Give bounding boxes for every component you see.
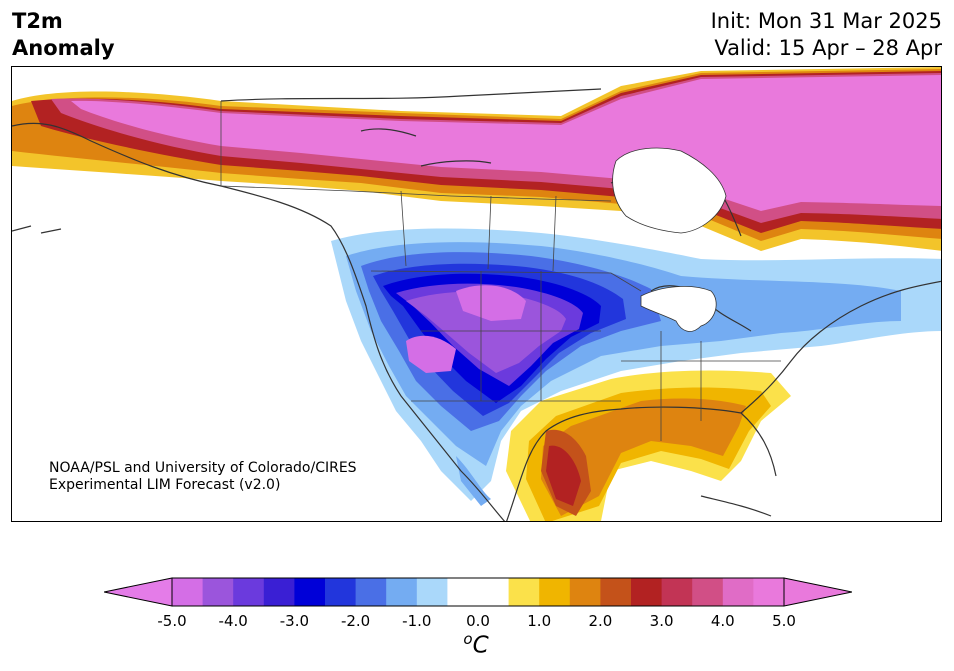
credit-line-1: NOAA/PSL and University of Colorado/CIRE… bbox=[49, 460, 357, 476]
map-title: T2m Anomaly bbox=[12, 8, 115, 62]
colorbar-segment bbox=[172, 578, 204, 606]
colorbar-segment bbox=[263, 578, 295, 606]
colorbar-tick-label: -4.0 bbox=[218, 612, 248, 630]
colorbar-segment bbox=[294, 578, 326, 606]
colorbar-tick-label: 5.0 bbox=[772, 612, 796, 630]
map-title-line-2: Anomaly bbox=[12, 36, 115, 60]
units-degree: o bbox=[463, 630, 473, 648]
credit-text: NOAA/PSL and University of Colorado/CIRE… bbox=[49, 460, 357, 494]
valid-dates: Valid: 15 Apr – 28 Apr bbox=[714, 36, 942, 60]
forecast-dates: Init: Mon 31 Mar 2025 Valid: 15 Apr – 28… bbox=[711, 8, 942, 62]
init-date: Init: Mon 31 Mar 2025 bbox=[710, 9, 942, 33]
colorbar-segment bbox=[631, 578, 663, 606]
cold-anomaly-region bbox=[331, 228, 941, 501]
colorbar-tick-label: 4.0 bbox=[710, 612, 735, 630]
colorbar-segment bbox=[202, 578, 234, 606]
anomaly-map bbox=[11, 66, 942, 522]
colorbar-units: oC bbox=[463, 630, 488, 659]
colorbar-border bbox=[171, 577, 785, 607]
colorbar-tick-label: -3.0 bbox=[279, 612, 310, 630]
colorbar-segment bbox=[416, 578, 448, 606]
colorbar-segment bbox=[508, 578, 540, 606]
colorbar-segment bbox=[233, 578, 265, 606]
colorbar bbox=[104, 577, 852, 607]
colorbar-tick-label: 3.0 bbox=[649, 612, 674, 630]
colorbar-tick-label: 1.0 bbox=[527, 612, 552, 630]
colorbar-under-tip bbox=[104, 577, 173, 607]
map-title-line-1: T2m bbox=[12, 9, 63, 33]
colorbar-segment bbox=[478, 578, 510, 606]
colorbar-segment bbox=[692, 578, 724, 606]
colorbar-tick-label: -1.0 bbox=[402, 612, 432, 630]
map-canvas bbox=[12, 67, 941, 521]
colorbar-segment bbox=[661, 578, 693, 606]
colorbar-segment bbox=[569, 578, 601, 606]
hudson-bay bbox=[612, 147, 727, 234]
colorbar-over-tip bbox=[783, 577, 852, 607]
colorbar-segment bbox=[386, 578, 418, 606]
coastlines bbox=[12, 88, 941, 521]
colorbar-tick-label: -5.0 bbox=[157, 612, 187, 630]
colorbar-tick-label: -2.0 bbox=[340, 612, 371, 630]
colorbar-segment bbox=[325, 578, 357, 606]
credit-line-2: Experimental LIM Forecast (v2.0) bbox=[49, 477, 281, 493]
colorbar-segment bbox=[447, 578, 479, 606]
great-lakes bbox=[640, 286, 717, 332]
colorbar-segment bbox=[355, 578, 387, 606]
warm-anomaly-south bbox=[506, 370, 791, 521]
colorbar-segment bbox=[539, 578, 571, 606]
units-letter: C bbox=[472, 632, 489, 659]
colorbar-segment bbox=[753, 578, 785, 606]
colorbar-tick-label: 2.0 bbox=[588, 612, 613, 630]
colorbar-segment bbox=[600, 578, 632, 606]
colorbar-segment bbox=[722, 578, 754, 606]
colorbar-tick-label: 0.0 bbox=[466, 612, 490, 630]
political-borders bbox=[220, 101, 781, 441]
